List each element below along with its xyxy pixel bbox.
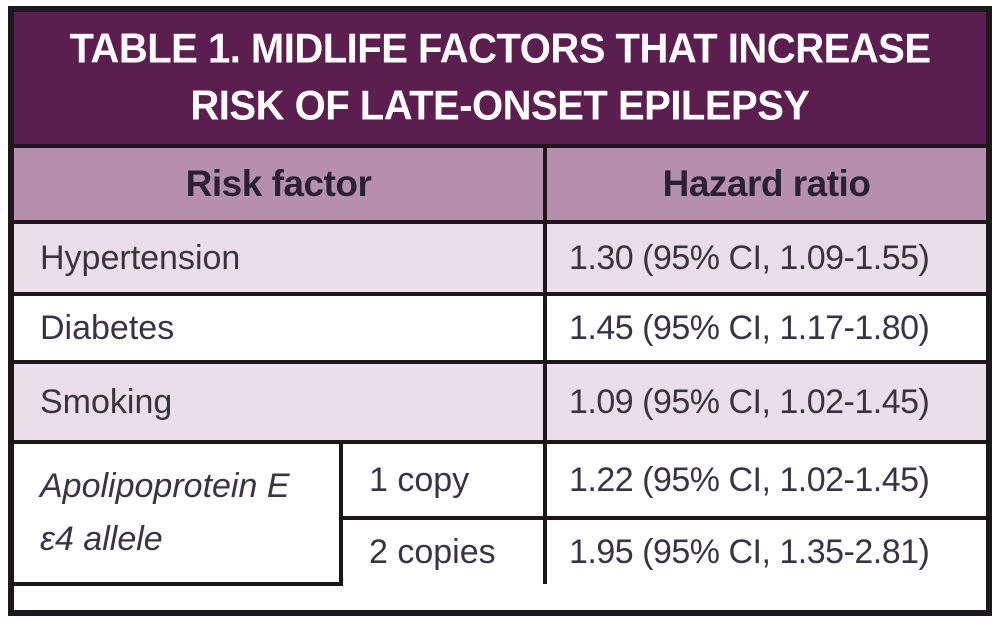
cell-factor-hypertension: Hypertension bbox=[14, 220, 548, 296]
table-title-line-1: TABLE 1. MIDLIFE FACTORS THAT INCREASE bbox=[69, 26, 931, 73]
cell-factor-apolipoprotein-e4-allele: Apolipoprotein E ε4 allele bbox=[14, 440, 343, 586]
cell-sublabel-2-copies: 2 copies bbox=[341, 516, 548, 584]
cell-hazard-diabetes: 1.45 (95% CI, 1.17-1.80) bbox=[543, 292, 986, 364]
table-title-line-2: RISK OF LATE-ONSET EPILEPSY bbox=[190, 82, 810, 130]
cell-hazard-smoking: 1.09 (95% CI, 1.02-1.45) bbox=[543, 360, 986, 444]
table-title-banner: TABLE 1. MIDLIFE FACTORS THAT INCREASE R… bbox=[14, 12, 986, 148]
table-row-smoking: Smoking 1.09 (95% CI, 1.02-1.45) bbox=[14, 360, 986, 444]
column-header-hazard-ratio: Hazard ratio bbox=[543, 148, 986, 224]
cell-factor-smoking: Smoking bbox=[14, 360, 548, 444]
table-row-apoe-1-copy: Apolipoprotein E ε4 allele 1 copy 1.22 (… bbox=[14, 440, 986, 586]
cell-hazard-hypertension: 1.30 (95% CI, 1.09-1.55) bbox=[543, 220, 986, 296]
cell-sublabel-1-copy: 1 copy bbox=[338, 440, 548, 520]
cell-hazard-apoe-1-copy: 1.22 (95% CI, 1.02-1.45) bbox=[543, 440, 986, 520]
cell-hazard-apoe-2-copies: 1.95 (95% CI, 1.35-2.81) bbox=[543, 516, 986, 584]
column-header-risk-factor: Risk factor bbox=[14, 148, 548, 224]
table1-figure: TABLE 1. MIDLIFE FACTORS THAT INCREASE R… bbox=[8, 6, 992, 616]
table-row-diabetes: Diabetes 1.45 (95% CI, 1.17-1.80) bbox=[14, 292, 986, 364]
table-header-row: Risk factor Hazard ratio bbox=[14, 148, 986, 224]
risk-factor-table: Risk factor Hazard ratio Hypertension 1.… bbox=[14, 148, 986, 586]
table-row-apoe-2-copies: 2 copies 1.95 (95% CI, 1.35-2.81) bbox=[14, 516, 986, 584]
table-row-hypertension: Hypertension 1.30 (95% CI, 1.09-1.55) bbox=[14, 220, 986, 296]
cell-factor-diabetes: Diabetes bbox=[14, 292, 548, 364]
